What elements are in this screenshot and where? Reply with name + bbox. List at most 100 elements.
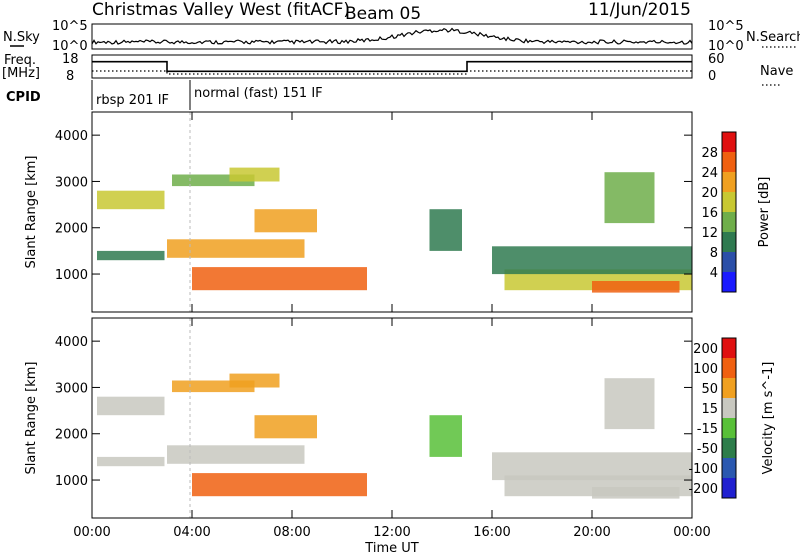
y-tick-label: 1000	[55, 268, 88, 283]
colorbar-frame	[721, 337, 737, 499]
power-cbar-label: Power [dB]	[757, 177, 772, 248]
colorbar-tick-label: 28	[701, 146, 718, 161]
colorbar-tick-label: 50	[701, 382, 718, 397]
colorbar-swatch	[722, 378, 736, 398]
velocity-echoes	[97, 373, 692, 499]
velocity-echo-band	[492, 452, 692, 481]
y-tick-label: 4000	[55, 335, 88, 350]
colorbar-swatch	[722, 438, 736, 458]
nsearch-tick-top: 10^5	[708, 19, 744, 34]
cpid-mode-2: normal (fast) 151 IF	[194, 86, 323, 101]
colorbar-tick-label: -50	[697, 442, 718, 457]
colorbar-swatch	[722, 398, 736, 418]
x-tick-label: 12:00	[373, 525, 410, 540]
velocity-echo-band	[172, 380, 255, 393]
nsky-tick-bottom: 10^0	[52, 39, 88, 54]
cpid-row: CPID rbsp 201 IF normal (fast) 151 IF	[6, 80, 323, 110]
y-tick-label: 1000	[55, 474, 88, 489]
power-colorbar: 4 8 12 16 20 24 28	[701, 131, 737, 293]
velocity-echo-band	[192, 473, 367, 497]
colorbar-tick-label: -15	[697, 422, 718, 437]
nave-trace	[92, 70, 692, 75]
colorbar-tick-label: 8	[710, 246, 718, 261]
colorbar-swatch	[722, 358, 736, 378]
beam-label: Beam 05	[345, 4, 421, 24]
x-tick-label: 04:00	[173, 525, 210, 540]
y-tick-label: 4000	[55, 129, 88, 144]
y-tick-label: 2000	[55, 428, 88, 443]
time-axis-label: Time UT	[364, 541, 418, 554]
nsearch-tick-bottom: 10^0	[708, 39, 744, 54]
velocity-colorbar: 200 100 50 15 -15 -50 -100 -200	[688, 337, 737, 499]
colorbar-tick-label: -100	[688, 462, 718, 477]
velocity-echo-band	[97, 396, 165, 416]
colorbar-frame	[721, 131, 737, 293]
colorbar-swatch	[722, 132, 736, 152]
freq-trace	[92, 60, 692, 73]
velocity-echo-band	[167, 445, 305, 464]
colorbar-swatch	[722, 478, 736, 498]
cpid-mode-1: rbsp 201 IF	[96, 93, 169, 108]
velocity-ylabel: Slant Range [km]	[24, 362, 39, 475]
colorbar-swatch	[722, 252, 736, 272]
freq-strip: Freq. [MHz] 18 8 60 0 Nave	[2, 52, 793, 86]
velocity-echo-band	[604, 378, 655, 430]
x-tick-label: 00:00	[73, 525, 110, 540]
colorbar-swatch	[722, 152, 736, 172]
x-tick-label: 00:00	[673, 525, 710, 540]
power-echo-band	[254, 209, 317, 233]
colorbar-tick-label: -200	[688, 482, 718, 497]
colorbar-tick-label: 12	[701, 226, 718, 241]
colorbar-tick-label: 200	[693, 342, 718, 357]
colorbar-swatch	[722, 232, 736, 252]
colorbar-swatch	[722, 212, 736, 232]
power-echo-band	[172, 174, 255, 187]
nsearch-label: N.Search	[746, 30, 800, 45]
time-axis: 00:00 04:00 08:00 12:00 16:00 20:00 00:00	[73, 112, 711, 540]
nave-tick-bottom: 0	[708, 69, 716, 84]
power-echo-band	[229, 167, 280, 182]
freq-tick-bottom: 8	[66, 69, 74, 84]
velocity-echo-band	[254, 415, 317, 439]
colorbar-tick-label: 20	[701, 186, 718, 201]
velocity-cbar-label: Velocity [m s^-1]	[761, 362, 776, 475]
power-echo-band	[592, 281, 680, 293]
y-tick-label: 2000	[55, 222, 88, 237]
colorbar-swatch	[722, 172, 736, 192]
date-label: 11/Jun/2015	[588, 0, 691, 20]
x-tick-label: 16:00	[473, 525, 510, 540]
power-echoes	[97, 167, 692, 293]
power-panel: 1000 2000 3000 4000 Slant Range [km] 4 8 12 16…	[24, 111, 772, 313]
freq-unit: [MHz]	[2, 66, 40, 81]
x-tick-label: 20:00	[573, 525, 610, 540]
power-echo-band	[192, 267, 367, 291]
colorbar-tick-label: 100	[693, 362, 718, 377]
power-echo-band	[97, 190, 165, 210]
colorbar-tick-label: 15	[701, 402, 718, 417]
nave-label: Nave	[760, 64, 793, 79]
colorbar-swatch	[722, 192, 736, 212]
colorbar-tick-label: 16	[701, 206, 718, 221]
y-tick-label: 3000	[55, 175, 88, 190]
power-ylabel: Slant Range [km]	[24, 156, 39, 269]
nsky-strip: N.Sky 10^5 10^0 10^5 10^0 N.Search	[3, 19, 800, 54]
nsky-trace	[91, 27, 693, 45]
velocity-echo-band	[229, 373, 280, 388]
y-tick-label: 3000	[55, 381, 88, 396]
velocity-y-axis: 1000 2000 3000 4000	[55, 335, 692, 489]
nsky-tick-top: 10^5	[52, 19, 88, 34]
power-echo-band	[97, 250, 165, 261]
power-echo-band	[167, 239, 305, 258]
station-title: Christmas Valley West (fitACF)	[92, 0, 350, 20]
nave-tick-top: 60	[708, 52, 725, 67]
velocity-echo-band	[429, 415, 462, 457]
power-y-axis: 1000 2000 3000 4000	[55, 129, 692, 283]
colorbar-tick-label: 4	[710, 266, 718, 281]
colorbar-swatch	[722, 338, 736, 358]
velocity-echo-band	[97, 456, 165, 467]
power-echo-band	[604, 172, 655, 224]
cpid-label: CPID	[6, 90, 41, 105]
freq-tick-top: 18	[62, 52, 79, 67]
colorbar-swatch	[722, 458, 736, 478]
